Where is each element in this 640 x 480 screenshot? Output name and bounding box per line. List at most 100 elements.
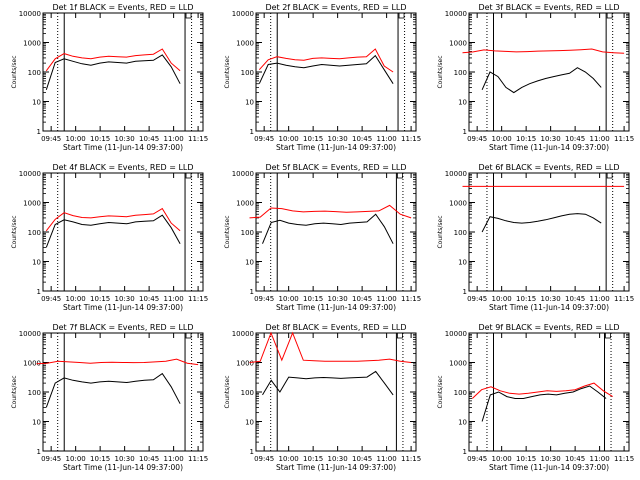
y-tick-label: 1 [463, 448, 467, 456]
y-tick-label: 1 [463, 288, 467, 296]
x-tick-label: 09:45 [254, 455, 274, 463]
x-axis-label: Start Time (11-Jun-14 09:37:00) [489, 303, 609, 312]
corner-box [606, 172, 613, 179]
panel-title: Det 6f BLACK = Events, RED = LLD [478, 163, 619, 172]
y-tick-label: 10 [245, 99, 254, 107]
y-axis-label: Counts/sec [437, 215, 444, 248]
y-axis-label: Counts/sec [437, 375, 444, 408]
y-axis-label: Counts/sec [224, 55, 231, 88]
y-tick-label: 10000 [19, 10, 41, 18]
y-tick-label: 10000 [232, 10, 254, 18]
y-tick-label: 1 [250, 288, 254, 296]
x-axis-label: Start Time (11-Jun-14 09:37:00) [489, 463, 609, 472]
x-tick-label: 10:30 [328, 455, 348, 463]
events-series-line [481, 385, 607, 422]
x-tick-label: 11:00 [590, 135, 610, 143]
x-tick-label: 09:45 [467, 295, 487, 303]
events-series-line [45, 54, 181, 90]
x-tick-label: 11:15 [614, 295, 634, 303]
x-tick-label: 11:00 [377, 455, 397, 463]
x-tick-label: 10:00 [279, 455, 299, 463]
lld-series-line [249, 204, 412, 219]
panel-title: Det 7f BLACK = Events, RED = LLD [52, 323, 193, 332]
y-tick-label: 1000 [449, 200, 467, 208]
y-axis-label: Counts/sec [437, 55, 444, 88]
events-series-line [45, 214, 181, 248]
y-tick-label: 10000 [445, 330, 467, 338]
lld-series-line [45, 48, 181, 72]
events-series-line [262, 370, 394, 396]
x-tick-label: 11:15 [401, 295, 421, 303]
corner-box [185, 332, 192, 339]
panel-title: Det 1f BLACK = Events, RED = LLD [52, 3, 193, 12]
panel-title: Det 9f BLACK = Events, RED = LLD [478, 323, 619, 332]
x-axis-label: Start Time (11-Jun-14 09:37:00) [63, 143, 183, 152]
y-axis-label: Counts/sec [11, 215, 18, 248]
x-tick-label: 11:00 [377, 135, 397, 143]
y-tick-label: 100 [241, 389, 254, 397]
y-tick-label: 10000 [232, 170, 254, 178]
events-series-line [481, 213, 602, 233]
corner-box [397, 332, 403, 339]
events-series-line [262, 213, 394, 244]
x-tick-label: 10:30 [541, 135, 561, 143]
panel-5: Det 5f BLACK = Events, RED = LLD Counts/s… [224, 163, 421, 312]
y-tick-label: 1 [37, 288, 41, 296]
y-axis-label: Counts/sec [224, 375, 231, 408]
panel-title: Det 3f BLACK = Events, RED = LLD [478, 3, 619, 12]
y-tick-label: 100 [28, 229, 41, 237]
corner-box [398, 12, 405, 19]
y-tick-label: 100 [241, 69, 254, 77]
x-tick-label: 10:00 [279, 135, 299, 143]
x-tick-label: 10:15 [303, 295, 323, 303]
x-tick-label: 11:15 [614, 455, 634, 463]
plot-frame [42, 172, 204, 292]
x-tick-label: 10:15 [516, 295, 536, 303]
x-tick-label: 10:15 [516, 135, 536, 143]
x-tick-label: 10:30 [328, 295, 348, 303]
y-tick-label: 100 [28, 69, 41, 77]
x-tick-label: 09:45 [254, 295, 274, 303]
y-tick-label: 100 [454, 69, 467, 77]
y-tick-label: 1000 [236, 200, 254, 208]
x-tick-label: 11:00 [164, 455, 184, 463]
y-tick-label: 10000 [19, 170, 41, 178]
lld-series-line [36, 358, 199, 366]
panel-6: Det 6f BLACK = Events, RED = LLD Counts/s… [437, 163, 634, 312]
x-tick-label: 10:00 [66, 295, 86, 303]
panel-title: Det 5f BLACK = Events, RED = LLD [265, 163, 406, 172]
x-tick-label: 10:45 [139, 455, 159, 463]
panel-title: Det 8f BLACK = Events, RED = LLD [265, 323, 406, 332]
x-tick-label: 10:30 [328, 135, 348, 143]
y-tick-label: 10000 [445, 170, 467, 178]
x-tick-label: 10:15 [303, 135, 323, 143]
x-tick-label: 10:15 [90, 295, 110, 303]
y-tick-label: 10 [458, 419, 467, 427]
x-tick-label: 11:15 [614, 135, 634, 143]
x-tick-label: 11:15 [401, 455, 421, 463]
x-tick-label: 10:30 [541, 295, 561, 303]
x-axis-label: Start Time (11-Jun-14 09:37:00) [63, 463, 183, 472]
lld-series-line [249, 331, 412, 363]
panel-3: Det 3f BLACK = Events, RED = LLD Counts/s… [437, 3, 634, 152]
x-tick-label: 10:00 [492, 295, 512, 303]
x-tick-label: 10:00 [492, 135, 512, 143]
x-tick-label: 11:15 [188, 455, 208, 463]
x-tick-label: 10:45 [565, 135, 585, 143]
x-axis-label: Start Time (11-Jun-14 09:37:00) [276, 143, 396, 152]
plot-frame [42, 332, 204, 452]
y-tick-label: 10 [32, 259, 41, 267]
y-tick-label: 1000 [449, 40, 467, 48]
y-tick-label: 1 [37, 448, 41, 456]
x-tick-label: 09:45 [41, 135, 61, 143]
panel-8: Det 8f BLACK = Events, RED = LLD Counts/s… [224, 323, 421, 472]
x-tick-label: 11:00 [377, 295, 397, 303]
x-tick-label: 10:15 [90, 455, 110, 463]
x-tick-label: 11:00 [590, 455, 610, 463]
events-series-line [45, 372, 181, 408]
lld-series-line [462, 48, 625, 54]
panel-title: Det 2f BLACK = Events, RED = LLD [265, 3, 406, 12]
x-tick-label: 10:00 [66, 135, 86, 143]
y-tick-label: 10000 [19, 330, 41, 338]
x-tick-label: 10:00 [279, 295, 299, 303]
